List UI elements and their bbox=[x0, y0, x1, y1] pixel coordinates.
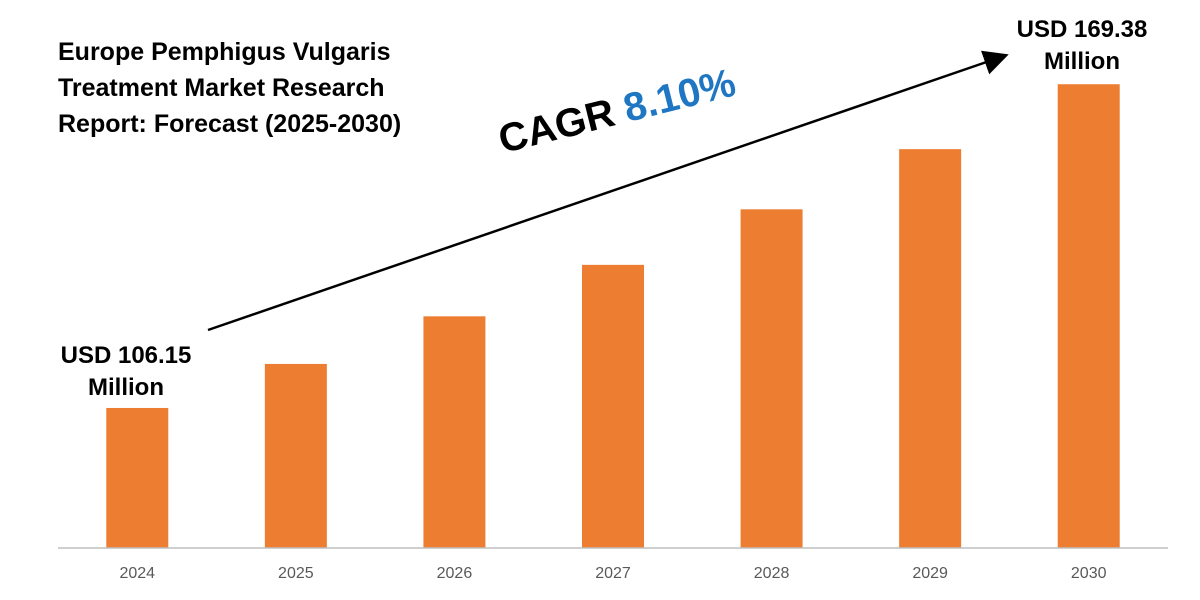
bar-2028 bbox=[740, 209, 803, 548]
x-tick-label-2027: 2027 bbox=[595, 565, 631, 582]
x-tick-label-2026: 2026 bbox=[437, 565, 473, 582]
x-tick-label-2025: 2025 bbox=[278, 565, 314, 582]
first-value-unit: Million bbox=[88, 374, 164, 401]
cagr-trend-arrow bbox=[207, 50, 1009, 332]
bars-group bbox=[106, 84, 1120, 549]
x-tick-label-2029: 2029 bbox=[912, 565, 948, 582]
last-value-label: USD 169.38 Million bbox=[1012, 14, 1152, 78]
bar-2025 bbox=[264, 363, 327, 548]
chart-title: Europe Pemphigus Vulgaris Treatment Mark… bbox=[58, 38, 402, 138]
first-value-amount: USD 106.15 bbox=[60, 342, 192, 369]
bar-2027 bbox=[582, 264, 644, 548]
x-tick-label-2030: 2030 bbox=[1071, 565, 1107, 582]
last-value-amount: USD 169.38 bbox=[1016, 16, 1148, 43]
first-value-label: USD 106.15 Million bbox=[56, 340, 196, 404]
x-tick-label-2024: 2024 bbox=[119, 565, 155, 582]
bar-2024 bbox=[106, 407, 169, 548]
bar-2030 bbox=[1057, 84, 1120, 548]
x-tick-label-2028: 2028 bbox=[754, 565, 790, 582]
bar-2029 bbox=[899, 149, 962, 549]
bar-2026 bbox=[423, 316, 486, 548]
last-value-unit: Million bbox=[1044, 48, 1120, 75]
x-tick-labels: 2024 2025 2026 2027 2028 2029 2030 bbox=[119, 565, 1106, 582]
